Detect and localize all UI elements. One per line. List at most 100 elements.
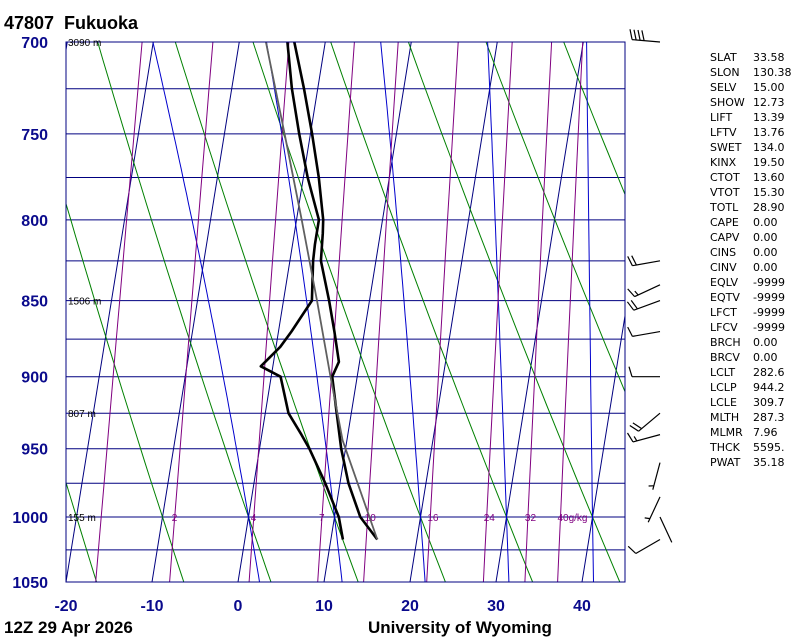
pressure-tick-label: 900 [21, 370, 48, 387]
mixing-ratio-line [95, 42, 143, 582]
dry-adiabat [174, 42, 359, 582]
temperature-tick-label: 40 [573, 598, 591, 615]
height-label: 155 m [68, 513, 96, 524]
wind-barb [627, 255, 661, 267]
barb-staff [632, 434, 661, 443]
barb-half-flag [633, 436, 638, 442]
moist-adiabat [487, 42, 510, 582]
index-value: -9999 [753, 321, 785, 334]
index-name: THCK [709, 441, 741, 454]
index-value: 12.73 [753, 96, 785, 109]
index-name: EQTV [710, 291, 740, 304]
pressure-tick-label: 700 [21, 35, 48, 52]
index-name: LFTV [710, 126, 737, 139]
barb-flag [627, 256, 633, 266]
index-name: SWET [710, 141, 742, 154]
barb-flag [629, 29, 633, 40]
pressure-tick-label: 1000 [12, 510, 48, 527]
wind-barb [627, 284, 661, 298]
index-value: 944.2 [753, 381, 785, 394]
dry-adiabat [563, 42, 625, 196]
barb-staff [632, 39, 661, 43]
index-name: LCLE [710, 396, 737, 409]
stability-indices: SLAT 33.58 SLON 130.38 SELV 15.00 SHOW 12.73 LIF… [709, 51, 792, 469]
index-name: MLTH [710, 411, 739, 424]
barb-staff [632, 330, 661, 337]
isotherm [66, 42, 154, 582]
index-value: 28.90 [753, 201, 785, 214]
pressure-temperature-grid [66, 42, 625, 582]
index-value: 35.18 [753, 456, 785, 469]
index-value: 13.39 [753, 111, 785, 124]
index-value: 287.3 [753, 411, 785, 424]
index-name: SLAT [710, 51, 737, 64]
index-value: 130.38 [753, 66, 792, 79]
index-value: 0.00 [753, 261, 778, 274]
barb-staff [638, 412, 661, 432]
observation-time: 12Z 29 Apr 2026 [4, 618, 133, 637]
moist-adiabats [152, 42, 594, 582]
mixing-ratio-line [557, 42, 584, 582]
temperature-tick-label: 20 [401, 598, 419, 615]
moist-adiabat [380, 42, 426, 582]
pressure-tick-label: 800 [21, 213, 48, 230]
temperature-tick-label: -20 [54, 598, 77, 615]
dry-adiabat [407, 42, 621, 582]
index-name: BRCH [710, 336, 741, 349]
pressure-tick-label: 850 [21, 294, 48, 311]
pressure-tick-label: 1050 [12, 575, 48, 592]
index-name: LFCT [710, 306, 737, 319]
index-value: 0.00 [753, 216, 778, 229]
barb-staff [634, 284, 661, 298]
barb-flag [629, 424, 639, 432]
index-name: CAPV [710, 231, 740, 244]
wind-barb [627, 326, 661, 337]
mixing-ratio-lines [95, 42, 584, 582]
index-name: CINV [710, 261, 737, 274]
dry-adiabat [485, 42, 625, 393]
barb-flag [641, 30, 645, 41]
barb-staff [647, 496, 661, 523]
sounding-profiles [259, 42, 379, 541]
index-value: -9999 [753, 306, 785, 319]
moist-adiabat [152, 42, 260, 582]
index-value: 309.7 [753, 396, 785, 409]
wind-barbs [626, 29, 673, 555]
height-label: 1506 m [68, 297, 101, 308]
barb-staff [633, 300, 661, 311]
index-value: 0.00 [753, 351, 778, 364]
index-name: LFCV [710, 321, 738, 334]
dry-adiabat [66, 201, 185, 582]
index-name: SLON [710, 66, 740, 79]
index-value: 0.00 [753, 231, 778, 244]
index-name: SHOW [710, 96, 745, 109]
index-value: 282.6 [753, 366, 785, 379]
mixing-ratio-label: 4 [251, 513, 257, 524]
mixing-ratio-label: 10 [365, 513, 377, 524]
mixing-ratio-line [426, 42, 459, 582]
index-value: 0.00 [753, 246, 778, 259]
pressure-tick-label: 750 [21, 127, 48, 144]
mixing-ratio-line [363, 42, 399, 582]
temperature-tick-label: 30 [487, 598, 505, 615]
station-name: Fukuoka [64, 13, 139, 33]
barb-flag [627, 288, 636, 298]
mixing-ratio-line [524, 42, 553, 582]
index-value: -9999 [753, 276, 785, 289]
isotherm [495, 42, 584, 582]
index-name: LCLT [710, 366, 735, 379]
wind-barb [629, 412, 661, 432]
index-name: CINS [710, 246, 736, 259]
chart-labels: 2 4 7 10 16 24 32 40g/kg70075080085090095010001… [12, 35, 591, 615]
index-name: LCLP [710, 381, 737, 394]
mixing-ratio-line [248, 42, 290, 582]
temperature-tick-label: 0 [234, 598, 243, 615]
temperature-tick-label: -10 [140, 598, 163, 615]
dewpoint-profile [259, 42, 345, 540]
wind-barb [626, 432, 661, 443]
isotherm [66, 42, 68, 53]
height-label: 3090 m [68, 38, 101, 49]
barb-staff [659, 516, 673, 543]
dry-adiabat [66, 480, 98, 582]
